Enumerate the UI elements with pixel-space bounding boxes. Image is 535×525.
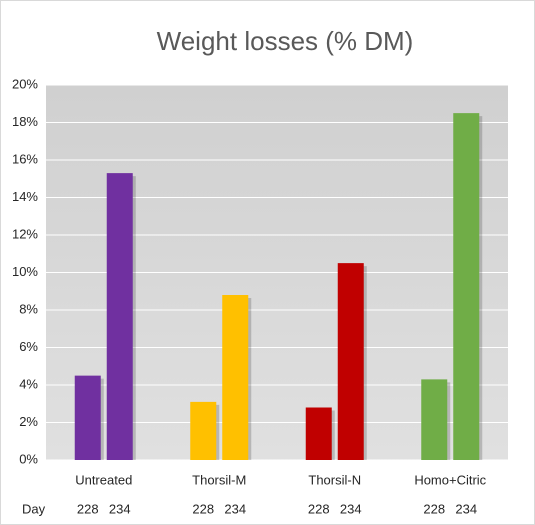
subcategory-label: 234: [340, 501, 362, 516]
y-tick-label: 0%: [19, 451, 38, 466]
bar: [337, 263, 364, 460]
y-tick-label: 4%: [19, 376, 38, 391]
bar: [106, 173, 133, 460]
subcategory-label: 228: [308, 501, 330, 516]
y-tick-label: 18%: [12, 114, 38, 129]
subcategory-label: 234: [455, 501, 477, 516]
bar: [222, 295, 249, 460]
bar: [190, 401, 217, 460]
y-tick-label: 10%: [12, 264, 38, 279]
y-tick-label: 20%: [12, 76, 38, 91]
subcategory-label: 234: [224, 501, 246, 516]
subcategory-title: Day: [22, 501, 46, 516]
chart-title: Weight losses (% DM): [157, 26, 414, 56]
y-tick-label: 6%: [19, 339, 38, 354]
bar: [421, 379, 448, 460]
y-tick-label: 2%: [19, 414, 38, 429]
bar: [305, 407, 332, 460]
x-tick-label: Untreated: [75, 472, 132, 487]
subcategory-label: 228: [77, 501, 99, 516]
bar: [453, 113, 480, 460]
subcategory-label: 234: [109, 501, 131, 516]
y-tick-label: 14%: [12, 189, 38, 204]
y-tick-label: 8%: [19, 301, 38, 316]
x-tick-label: Thorsil-N: [308, 472, 361, 487]
subcategory-label: 228: [423, 501, 445, 516]
y-tick-label: 12%: [12, 226, 38, 241]
x-tick-label: Homo+Citric: [414, 472, 486, 487]
x-tick-label: Thorsil-M: [192, 472, 246, 487]
subcategory-label: 228: [192, 501, 214, 516]
y-tick-label: 16%: [12, 151, 38, 166]
bar: [74, 375, 101, 460]
